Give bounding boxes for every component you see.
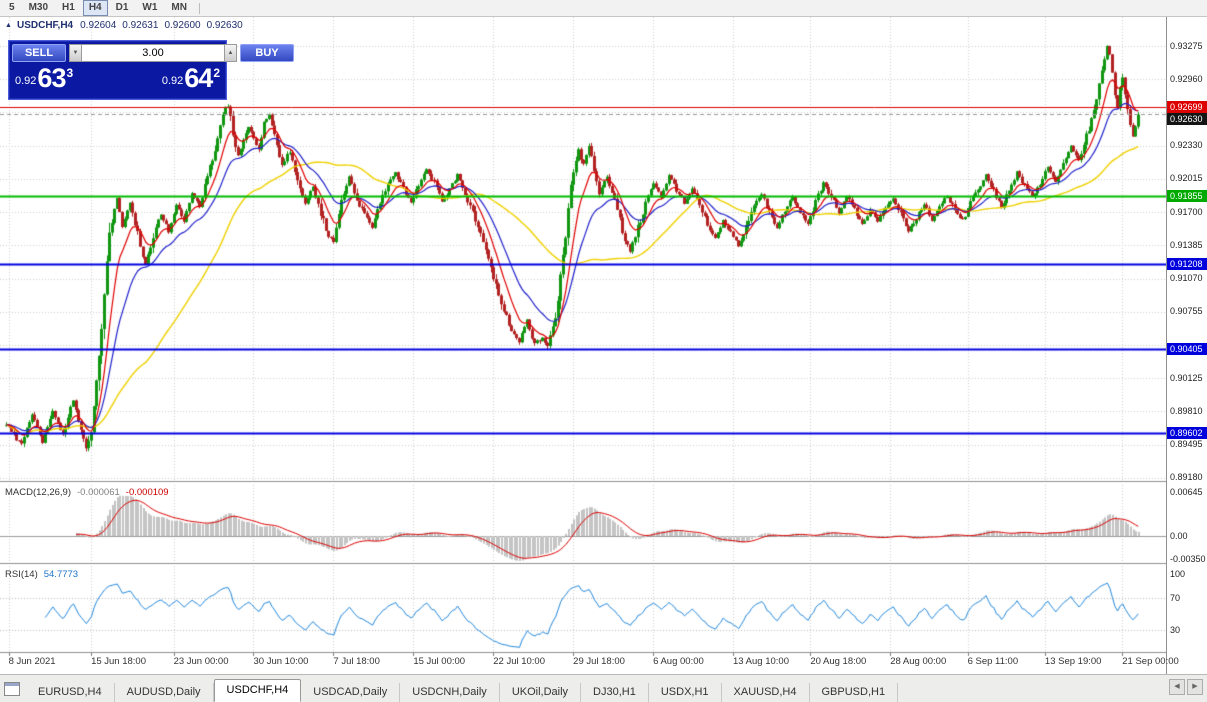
buy-price-prefix: 0.92 <box>161 75 184 87</box>
price-axis-label: 0.89810 <box>1170 405 1203 416</box>
price-axis-label: 0.90125 <box>1170 372 1203 383</box>
period-button-5[interactable]: 5 <box>9 2 15 13</box>
ohlc-open: 0.92604 <box>80 20 117 31</box>
chart-title: USDCHF,H4 0.92604 0.92631 0.92600 0.92630 <box>17 20 249 31</box>
macd-value-signal: -0.000109 <box>125 487 169 498</box>
window-icon[interactable] <box>4 682 20 696</box>
chart-tabs: EURUSD,H4 AUDUSD,Daily USDCHF,H4 USDCAD,Dai… <box>26 679 899 702</box>
price-axis-label: 0.92960 <box>1170 73 1203 84</box>
price-badge: 0.91855 <box>1167 189 1207 202</box>
time-axis-label: 20 Aug 18:00 <box>810 656 867 667</box>
rsi-name: RSI(14) <box>5 569 38 580</box>
price-badge: 0.90405 <box>1167 342 1207 355</box>
price-badge: 0.91208 <box>1167 258 1207 271</box>
timeframe-toolbar: 5 M30 H1 H4 D1 W1 MN <box>0 0 1207 17</box>
chart-tab-audusd[interactable]: AUDUSD,Daily <box>115 683 214 702</box>
price-axis-label: 0.91070 <box>1170 273 1203 284</box>
chart-tab-xauusd[interactable]: XAUUSD,H4 <box>722 683 810 702</box>
sell-price-prefix: 0.92 <box>15 75 37 87</box>
price-badge: 0.92630 <box>1167 112 1207 125</box>
ohlc-close: 0.92630 <box>206 20 243 31</box>
chart-tab-gbpusd[interactable]: GBPUSD,H1 <box>810 683 899 702</box>
period-button-mn[interactable]: MN <box>171 2 187 13</box>
period-button-d1[interactable]: D1 <box>115 2 129 13</box>
rsi-indicator-label: RSI(14) 54.7773 <box>5 569 78 580</box>
buy-price-pip: 2 <box>213 66 220 80</box>
macd-value-main: -0.000061 <box>77 487 120 498</box>
time-axis-label: 30 Jun 10:00 <box>253 656 309 667</box>
rsi-axis-label: 100 <box>1170 569 1186 579</box>
macd-axis-label: 0.00645 <box>1170 487 1203 497</box>
price-axis-label: 0.89180 <box>1170 472 1203 483</box>
sell-price-display: 0.92 63 3 <box>15 63 74 93</box>
price-axis-label: 0.90755 <box>1170 306 1203 317</box>
one-click-collapse-icon[interactable]: ▲ <box>5 22 12 29</box>
time-axis-label: 13 Aug 10:00 <box>732 656 789 667</box>
time-axis-label: 15 Jul 00:00 <box>413 656 466 667</box>
volume-control: ▼ ▲ <box>69 44 237 62</box>
period-button-w1[interactable]: W1 <box>142 2 158 13</box>
time-axis-label: 28 Aug 00:00 <box>890 656 947 667</box>
ohlc-low: 0.92600 <box>164 20 201 31</box>
rsi-axis-label: 70 <box>1170 593 1181 603</box>
time-axis-label: 7 Jul 18:00 <box>333 656 380 667</box>
tab-scroll-buttons: ◀ ▶ <box>1169 679 1203 695</box>
chart-tab-eurusd[interactable]: EURUSD,H4 <box>26 683 115 702</box>
macd-indicator-label: MACD(12,26,9) -0.000061 -0.000109 <box>5 487 169 498</box>
chart-tab-usdx[interactable]: USDX,H1 <box>649 683 722 702</box>
time-axis-label: 29 Jul 18:00 <box>573 656 625 667</box>
tab-scroll-right-icon[interactable]: ▶ <box>1187 679 1203 695</box>
sell-price-pip: 3 <box>66 66 74 80</box>
rsi-axis-label: 30 <box>1170 625 1181 635</box>
price-axis[interactable]: 0.93275 0.92960 0.92330 0.92015 0.91700 0.913… <box>1166 17 1207 674</box>
buy-button[interactable]: BUY <box>240 44 294 62</box>
macd-axis-label: -0.00350 <box>1170 554 1206 564</box>
volume-decrease-icon[interactable]: ▼ <box>69 44 82 62</box>
macd-axis-label: 0.00 <box>1170 531 1188 541</box>
time-axis-label: 21 Sep 00:00 <box>1122 656 1179 667</box>
price-badge: 0.89602 <box>1167 427 1207 440</box>
volume-increase-icon[interactable]: ▲ <box>224 44 237 62</box>
time-axis-label: 6 Sep 11:00 <box>967 656 1019 667</box>
chart-tab-bar: EURUSD,H4 AUDUSD,Daily USDCHF,H4 USDCAD,Dai… <box>0 674 1207 702</box>
price-chart[interactable] <box>0 17 1166 674</box>
macd-name: MACD(12,26,9) <box>5 487 71 498</box>
buy-price-display: 0.92 64 2 <box>161 63 220 93</box>
one-click-trading-panel: SELL ▼ ▲ BUY 0.92 63 3 0.92 64 2 <box>8 40 294 100</box>
price-axis-label: 0.91385 <box>1170 239 1203 250</box>
chart-tab-usdchf[interactable]: USDCHF,H4 <box>213 679 302 702</box>
price-axis-label: 0.91700 <box>1170 206 1203 217</box>
sell-button[interactable]: SELL <box>12 44 66 62</box>
period-button-h1[interactable]: H1 <box>62 2 75 13</box>
rsi-value: 54.7773 <box>43 569 79 580</box>
price-badge: 0.92699 <box>1167 100 1207 113</box>
sell-price-big: 63 <box>37 63 66 93</box>
ohlc-high: 0.92631 <box>122 20 159 31</box>
period-button-m30[interactable]: M30 <box>28 2 49 13</box>
time-axis-label: 6 Aug 00:00 <box>653 656 704 667</box>
price-axis-label: 0.93275 <box>1170 40 1203 51</box>
chart-tab-usdcad[interactable]: USDCAD,Daily <box>301 683 401 702</box>
chart-tab-ukoil[interactable]: UKOil,Daily <box>500 683 582 702</box>
chart-symbol-label: USDCHF,H4 <box>17 20 74 31</box>
price-axis-label: 0.92330 <box>1170 140 1203 151</box>
toolbar-separator <box>198 2 200 14</box>
time-axis-label: 13 Sep 19:00 <box>1044 656 1102 667</box>
chart-tab-usdcnh[interactable]: USDCNH,Daily <box>400 683 500 702</box>
time-axis-label: 22 Jul 10:00 <box>493 656 545 667</box>
time-axis-label: 8 Jun 2021 <box>8 656 56 667</box>
volume-input[interactable] <box>82 44 224 62</box>
tab-scroll-left-icon[interactable]: ◀ <box>1169 679 1185 695</box>
price-axis-label: 0.92015 <box>1170 173 1203 184</box>
period-button-h4[interactable]: H4 <box>82 0 108 16</box>
buy-price-big: 64 <box>184 63 213 93</box>
time-axis-label: 23 Jun 00:00 <box>173 656 229 667</box>
chart-tab-dj30[interactable]: DJ30,H1 <box>581 683 649 702</box>
price-axis-label: 0.89495 <box>1170 439 1203 450</box>
time-axis-label: 15 Jun 18:00 <box>91 656 146 667</box>
